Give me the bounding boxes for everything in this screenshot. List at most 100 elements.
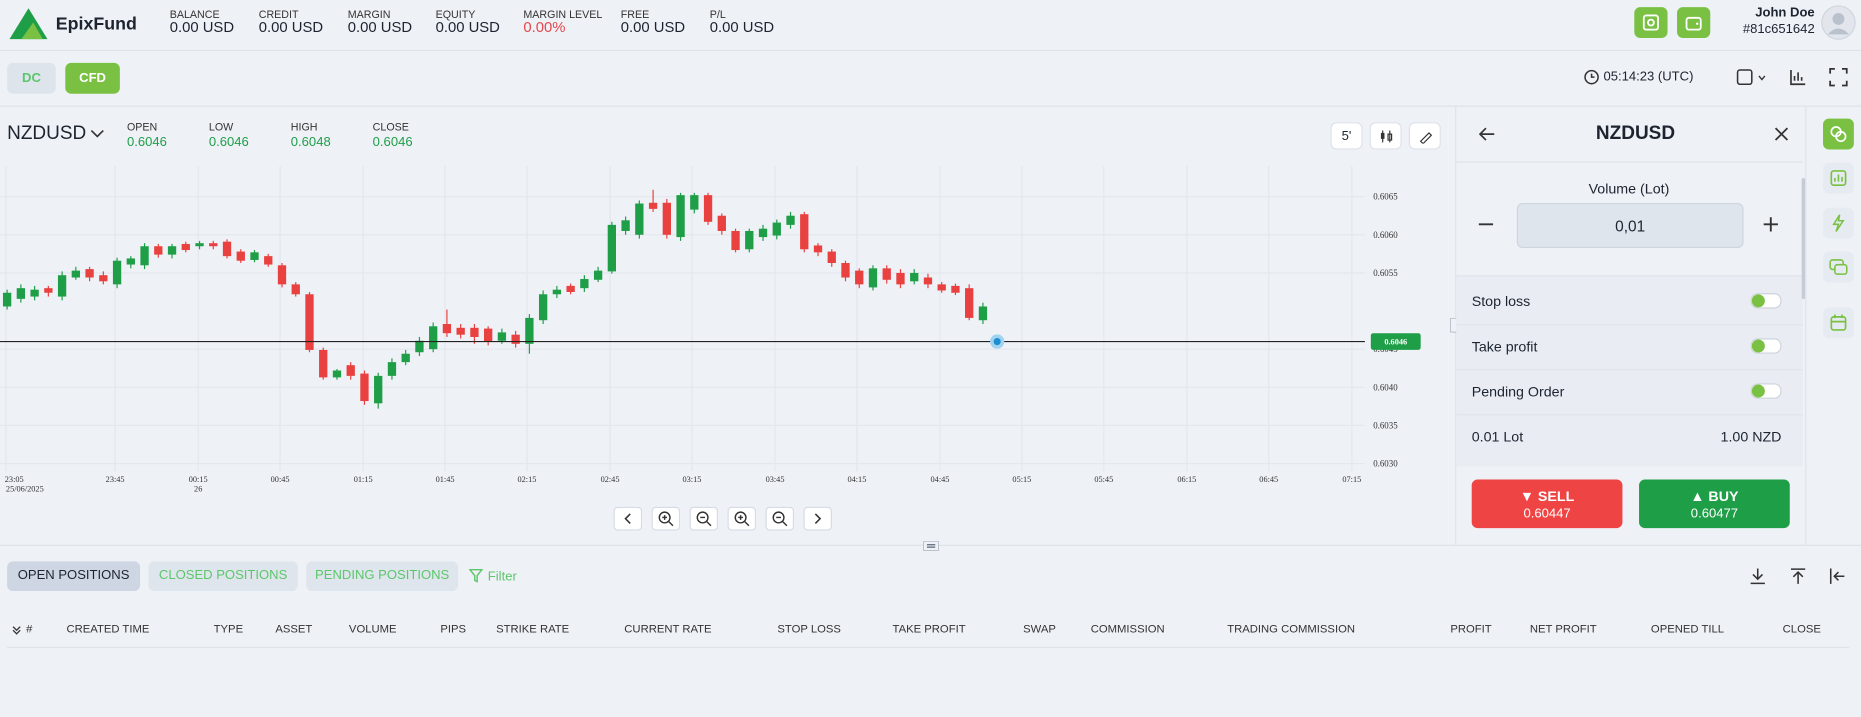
candle-body — [154, 246, 163, 255]
candle-body — [16, 288, 26, 299]
candle-body — [264, 256, 273, 265]
candle-body — [222, 241, 232, 257]
x-tick-sublabel: 25/06/2025 — [6, 484, 44, 493]
icon — [658, 511, 671, 524]
resize-handle[interactable] — [923, 541, 939, 551]
candle-body — [332, 370, 342, 378]
symbol[interactable]: NZDUSD — [7, 123, 87, 144]
candle-body — [965, 288, 974, 318]
summary-value: 0.6046 — [208, 135, 249, 150]
fullscreen-button[interactable] — [1829, 67, 1848, 87]
summary-value: 0.6046 — [126, 135, 167, 150]
sell-button[interactable]: ▼ SELL 0.60447 — [1471, 479, 1623, 529]
candle-body — [346, 365, 355, 376]
candle-body — [910, 272, 919, 282]
candle-body — [85, 269, 94, 278]
avatar[interactable] — [1821, 5, 1857, 41]
tab-dc[interactable]: DC — [7, 62, 56, 94]
layout-select[interactable] — [1736, 68, 1769, 87]
icon — [662, 515, 674, 527]
download-button[interactable] — [1749, 567, 1766, 585]
chart-nav-button[interactable] — [689, 506, 719, 531]
buy-button[interactable]: ▲ BUY 0.60477 — [1639, 479, 1790, 529]
position-tab[interactable]: CLOSED POSITIONS — [148, 561, 298, 592]
clock-icon — [1584, 69, 1599, 85]
x-tick-label: 00:45 — [271, 475, 290, 484]
chart-nav-button[interactable] — [613, 506, 643, 531]
expand-all[interactable] — [11, 624, 23, 636]
candle-body — [896, 272, 905, 285]
toggle[interactable] — [1750, 338, 1782, 354]
scrollbar[interactable] — [1801, 178, 1806, 300]
candle-body — [841, 263, 850, 278]
x-tick-sublabel: 26 — [194, 484, 202, 493]
position-tab[interactable]: OPEN POSITIONS — [7, 561, 141, 592]
expand-button[interactable] — [1790, 567, 1807, 585]
icon — [738, 515, 750, 527]
candle-body — [236, 251, 245, 261]
x-tick-label: 02:45 — [601, 475, 620, 484]
candle-body — [2, 292, 12, 307]
sidebar-stats[interactable] — [1823, 162, 1854, 194]
candle-body — [209, 243, 218, 247]
chart-nav-button[interactable] — [765, 506, 795, 531]
toggle-knob — [1751, 294, 1765, 308]
x-tick-label: 01:45 — [436, 475, 455, 484]
sidebar-signals[interactable] — [1823, 207, 1854, 239]
decrease-button[interactable] — [1478, 217, 1495, 231]
clock: 05:14:23 (UTC) — [1603, 70, 1694, 85]
toggle[interactable] — [1750, 383, 1782, 399]
wallet-button[interactable] — [1677, 7, 1711, 38]
candle-body — [868, 268, 878, 288]
toggle-knob — [1751, 384, 1765, 398]
x-tick-label: 02:15 — [518, 475, 537, 484]
filter-button[interactable]: Filter — [487, 569, 517, 584]
position-tab[interactable]: PENDING POSITIONS — [306, 561, 459, 592]
icon — [1685, 16, 1702, 31]
candle-body — [662, 202, 671, 235]
candle-body — [374, 375, 383, 404]
chart-type-button[interactable] — [1369, 122, 1402, 150]
column-header: TYPE — [213, 623, 244, 637]
close-panel-button[interactable] — [1774, 127, 1789, 141]
candle-body — [30, 289, 39, 297]
icon — [1829, 259, 1848, 275]
sidebar-chat[interactable] — [1823, 251, 1854, 283]
back-button[interactable] — [1478, 127, 1496, 141]
icon — [696, 511, 709, 524]
indicators-button[interactable] — [1789, 68, 1808, 87]
option-label: Pending Order — [1471, 383, 1565, 400]
toggle[interactable] — [1750, 293, 1782, 309]
brand: EpixFund — [55, 14, 137, 35]
candle-body — [923, 277, 933, 285]
column-header: CURRENT RATE — [624, 623, 712, 637]
increase-button[interactable] — [1762, 216, 1779, 233]
candle-body — [593, 270, 603, 280]
collapse-button[interactable] — [1829, 567, 1846, 585]
stat-value: 0.00 USD — [169, 18, 235, 36]
chart-nav-button[interactable] — [803, 506, 832, 531]
x-tick-label: 04:45 — [931, 475, 950, 484]
sidebar-trade[interactable] — [1823, 118, 1854, 150]
button-frame — [689, 506, 719, 531]
x-tick-label: 23:05 — [5, 475, 24, 484]
candle-body — [250, 252, 259, 260]
chart-nav-button[interactable] — [651, 506, 681, 531]
tab-cfd[interactable]: CFD — [65, 62, 120, 94]
column-header: NET PROFIT — [1529, 623, 1597, 637]
candle-body — [470, 327, 479, 337]
chart-nav-button[interactable] — [727, 506, 757, 531]
symbol-dropdown[interactable] — [90, 128, 104, 140]
deposit-button[interactable] — [1634, 7, 1668, 38]
sidebar-calendar[interactable] — [1823, 307, 1854, 339]
candle-body — [525, 317, 534, 344]
volume-input[interactable]: 0,01 — [1516, 202, 1744, 249]
interval-button[interactable]: 5' — [1330, 122, 1363, 150]
draw-button[interactable] — [1408, 122, 1441, 150]
candle-body — [291, 284, 300, 295]
summary-label: LOW — [208, 121, 234, 133]
candle-body — [566, 285, 575, 292]
candle-body — [319, 349, 328, 378]
y-tick-label: 0.6055 — [1373, 268, 1398, 278]
